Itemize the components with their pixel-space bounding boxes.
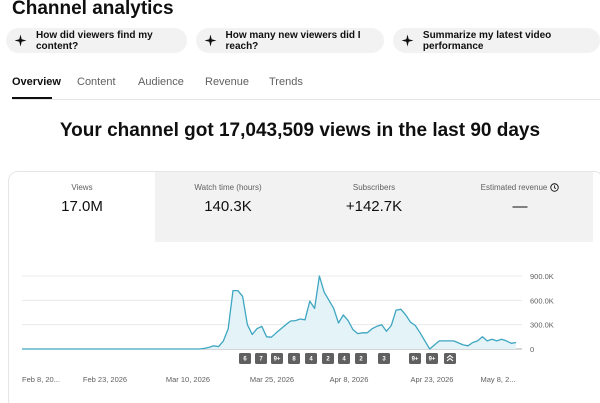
video-marker[interactable] xyxy=(271,353,283,364)
video-marker-label: 9+ xyxy=(429,357,436,363)
video-marker-label: 2 xyxy=(326,357,330,363)
y-tick-label: 600.0K xyxy=(530,296,554,305)
video-marker[interactable] xyxy=(355,353,367,364)
metric-value: +142.7K xyxy=(345,198,403,215)
x-tick-label: Apr 23, 2026 xyxy=(411,375,454,384)
chip-viewers-find-content[interactable]: How did viewers find my content? xyxy=(6,28,187,53)
video-marker-label: 4 xyxy=(342,357,346,363)
metric-value: 140.3K xyxy=(204,198,252,215)
sparkle-icon xyxy=(204,34,216,47)
views-headline: Your channel got 17,043,509 views in the… xyxy=(59,120,541,141)
page-title: Channel analytics xyxy=(12,0,174,19)
x-tick-label: Feb 23, 2026 xyxy=(83,375,127,384)
video-marker-label: 4 xyxy=(309,357,313,363)
metric-value: 17.0M xyxy=(61,198,103,215)
y-tick-label: 300.0K xyxy=(530,321,554,330)
tab-bar: Overview Content Audience Revenue Trends xyxy=(12,70,600,100)
series-line xyxy=(22,275,517,350)
metric-label-text: Estimated revenue xyxy=(480,183,548,192)
chip-label: How did viewers find my content? xyxy=(36,29,153,52)
chip-summarize-latest-video[interactable]: Summarize my latest video performance xyxy=(392,28,600,53)
tab-revenue[interactable]: Revenue xyxy=(205,76,250,88)
y-tick-label: 0 xyxy=(530,345,534,354)
video-marker[interactable] xyxy=(378,353,390,364)
video-marker[interactable] xyxy=(305,353,317,364)
video-marker[interactable] xyxy=(239,353,251,364)
metric-label: Subscribers xyxy=(352,183,396,192)
tab-audience[interactable]: Audience xyxy=(138,76,184,88)
x-tick-label: Mar 25, 2026 xyxy=(250,375,294,384)
metric-value: — xyxy=(512,198,528,215)
video-marker-label: 9+ xyxy=(412,357,419,363)
sparkle-icon xyxy=(14,34,27,47)
x-tick-label: Feb 8, 20... xyxy=(22,375,60,384)
chip-label: Summarize my latest video performance xyxy=(422,29,552,52)
x-tick-label: Mar 10, 2026 xyxy=(166,375,210,384)
metric-watch-time[interactable]: Watch time (hours) 140.3K xyxy=(155,172,301,242)
metric-estimated-revenue[interactable]: Estimated revenue — xyxy=(447,172,593,242)
metric-views[interactable]: Views 17.0M xyxy=(9,172,155,242)
active-tab-indicator xyxy=(12,97,52,99)
video-marker-label: 3 xyxy=(382,357,386,363)
metric-label: Watch time (hours) xyxy=(194,183,262,192)
metric-label: Estimated revenue xyxy=(447,183,593,193)
video-marker[interactable] xyxy=(255,353,267,364)
tab-content[interactable]: Content xyxy=(77,76,116,88)
tab-trends[interactable]: Trends xyxy=(269,76,303,88)
metric-tabs: Views 17.0M Watch time (hours) 140.3K Su… xyxy=(9,172,600,242)
y-tick-label: 900.0K xyxy=(530,272,554,281)
info-icon[interactable] xyxy=(550,183,560,193)
clip-icon xyxy=(446,354,454,362)
chip-new-viewers[interactable]: How many new viewers did I reach? xyxy=(195,28,384,53)
series-area xyxy=(22,276,516,349)
video-marker[interactable] xyxy=(288,353,300,364)
tab-overview[interactable]: Overview xyxy=(12,76,61,88)
x-tick-label: May 8, 2... xyxy=(480,375,515,384)
chip-label: How many new viewers did I reach? xyxy=(225,29,361,52)
suggestion-chips: How did viewers find my content? How man… xyxy=(6,28,600,53)
analytics-card: Views 17.0M Watch time (hours) 140.3K Su… xyxy=(8,171,600,403)
video-marker-label: 2 xyxy=(359,357,363,363)
metric-label: Views xyxy=(71,183,93,192)
sparkle-icon xyxy=(401,34,414,47)
video-marker[interactable] xyxy=(426,353,438,364)
metric-subscribers[interactable]: Subscribers +142.7K xyxy=(301,172,447,242)
video-marker[interactable] xyxy=(322,353,334,364)
video-marker-label: 7 xyxy=(259,357,263,363)
x-tick-label: Apr 8, 2026 xyxy=(330,375,369,384)
video-marker[interactable] xyxy=(338,353,350,364)
video-marker[interactable] xyxy=(409,353,421,364)
video-marker-label: 9+ xyxy=(274,357,281,363)
video-marker-label: 6 xyxy=(243,357,247,363)
video-marker-label: 8 xyxy=(292,357,296,363)
